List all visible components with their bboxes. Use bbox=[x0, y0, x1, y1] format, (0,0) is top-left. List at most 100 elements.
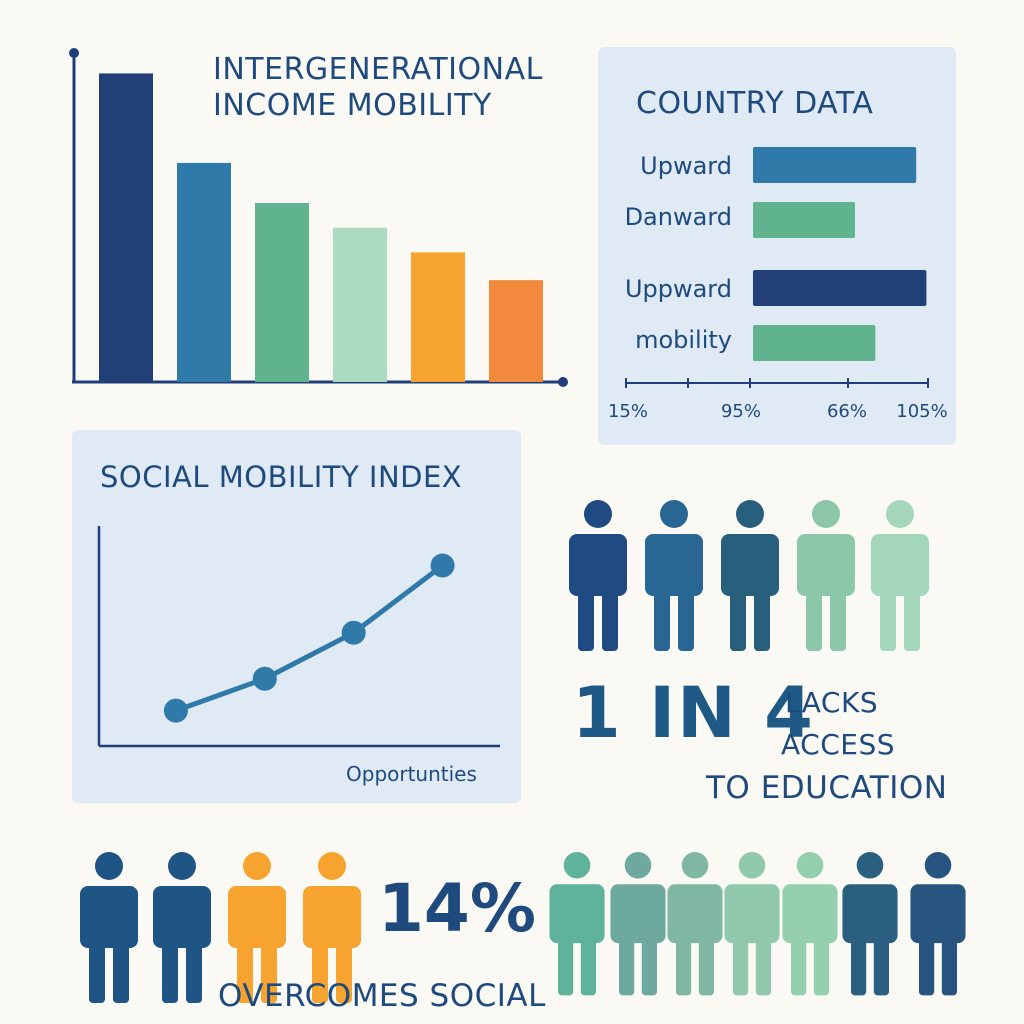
people-icons-top bbox=[569, 500, 929, 651]
bar-6 bbox=[489, 280, 543, 382]
person-icon bbox=[303, 852, 361, 1003]
person-body bbox=[721, 534, 779, 596]
person-leg-left bbox=[312, 941, 328, 1003]
data-point-4 bbox=[430, 553, 455, 578]
person-leg-right bbox=[813, 936, 829, 996]
tick-label: 66% bbox=[827, 401, 867, 422]
bar-3 bbox=[255, 203, 309, 382]
person-icon bbox=[797, 500, 855, 651]
person-leg-right bbox=[641, 936, 657, 996]
category-label: Upward bbox=[640, 152, 732, 180]
person-leg-right bbox=[873, 936, 889, 996]
education-stat-line1: LACKS bbox=[785, 686, 879, 719]
person-body bbox=[724, 884, 780, 944]
income-title-line1: INTERGENERATIONAL bbox=[213, 52, 543, 87]
person-leg-left bbox=[733, 936, 749, 996]
person-leg-left bbox=[676, 936, 692, 996]
person-leg-left bbox=[806, 589, 822, 651]
bar-4 bbox=[333, 227, 387, 382]
income-mobility-title: INTERGENERATIONAL INCOME MOBILITY bbox=[213, 52, 543, 124]
education-stat-line3: TO EDUCATION bbox=[706, 770, 948, 806]
person-head bbox=[796, 851, 824, 879]
bar-1 bbox=[99, 73, 153, 382]
person-body bbox=[910, 884, 966, 944]
person-head bbox=[924, 851, 952, 879]
person-leg-left bbox=[880, 589, 896, 651]
person-leg-right bbox=[602, 589, 618, 651]
people-icons-bottom-left bbox=[80, 852, 361, 1003]
x-axis-end-dot bbox=[558, 377, 568, 387]
person-head bbox=[563, 851, 591, 879]
person-leg-right bbox=[261, 941, 277, 1003]
person-head bbox=[812, 500, 840, 528]
person-body bbox=[569, 534, 627, 596]
person-body bbox=[782, 884, 838, 944]
person-icon bbox=[610, 851, 666, 996]
country-bar-2 bbox=[753, 202, 855, 238]
person-icon bbox=[549, 851, 605, 996]
education-stat-line2: ACCESS bbox=[781, 728, 896, 761]
person-leg-left bbox=[851, 936, 867, 996]
person-icon bbox=[782, 851, 838, 996]
person-icon bbox=[842, 851, 898, 996]
person-body bbox=[153, 886, 211, 948]
person-head bbox=[584, 500, 612, 528]
country-bar-1 bbox=[753, 147, 917, 183]
person-head bbox=[243, 852, 271, 880]
person-leg-right bbox=[580, 936, 596, 996]
person-body bbox=[645, 534, 703, 596]
person-head bbox=[168, 852, 196, 880]
tick-label: 105% bbox=[896, 401, 947, 422]
social-stat-number: 14% bbox=[378, 870, 536, 947]
person-icon bbox=[645, 500, 703, 651]
y-axis-end-dot bbox=[69, 48, 79, 58]
category-label: mobility bbox=[635, 326, 732, 354]
person-body bbox=[871, 534, 929, 596]
person-body bbox=[667, 884, 723, 944]
person-leg-right bbox=[755, 936, 771, 996]
person-body bbox=[610, 884, 666, 944]
person-icon bbox=[667, 851, 723, 996]
person-leg-right bbox=[186, 941, 202, 1003]
person-leg-right bbox=[830, 589, 846, 651]
bar-5 bbox=[411, 252, 465, 382]
social-mobility-chart bbox=[97, 526, 500, 748]
person-leg-right bbox=[904, 589, 920, 651]
person-leg-left bbox=[919, 936, 935, 996]
person-leg-left bbox=[89, 941, 105, 1003]
person-body bbox=[842, 884, 898, 944]
bar-2 bbox=[177, 162, 231, 382]
person-leg-left bbox=[791, 936, 807, 996]
person-icon bbox=[228, 852, 286, 1003]
data-point-2 bbox=[252, 666, 277, 691]
person-icon bbox=[80, 852, 138, 1003]
category-label: Danward bbox=[625, 203, 732, 231]
tick-label: 15% bbox=[608, 401, 648, 422]
series-line bbox=[175, 563, 445, 713]
person-body bbox=[228, 886, 286, 948]
person-body bbox=[549, 884, 605, 944]
person-body bbox=[303, 886, 361, 948]
tick-label: 95% bbox=[721, 401, 761, 422]
person-leg-left bbox=[730, 589, 746, 651]
person-leg-right bbox=[678, 589, 694, 651]
person-icon bbox=[724, 851, 780, 996]
person-head bbox=[681, 851, 709, 879]
person-icon bbox=[153, 852, 211, 1003]
person-leg-left bbox=[237, 941, 253, 1003]
country-data-title: COUNTRY DATA bbox=[636, 86, 874, 121]
person-body bbox=[80, 886, 138, 948]
person-icon bbox=[910, 851, 966, 996]
person-leg-right bbox=[113, 941, 129, 1003]
person-head bbox=[738, 851, 766, 879]
social-mobility-xlabel: Opportunties bbox=[346, 762, 477, 786]
person-body bbox=[797, 534, 855, 596]
category-label: Uppward bbox=[625, 275, 732, 303]
country-bar-4 bbox=[753, 325, 876, 361]
person-head bbox=[856, 851, 884, 879]
data-point-1 bbox=[163, 698, 188, 723]
income-title-line2: INCOME MOBILITY bbox=[213, 88, 492, 123]
country-data-panel bbox=[598, 47, 956, 445]
person-leg-right bbox=[698, 936, 714, 996]
person-leg-left bbox=[558, 936, 574, 996]
